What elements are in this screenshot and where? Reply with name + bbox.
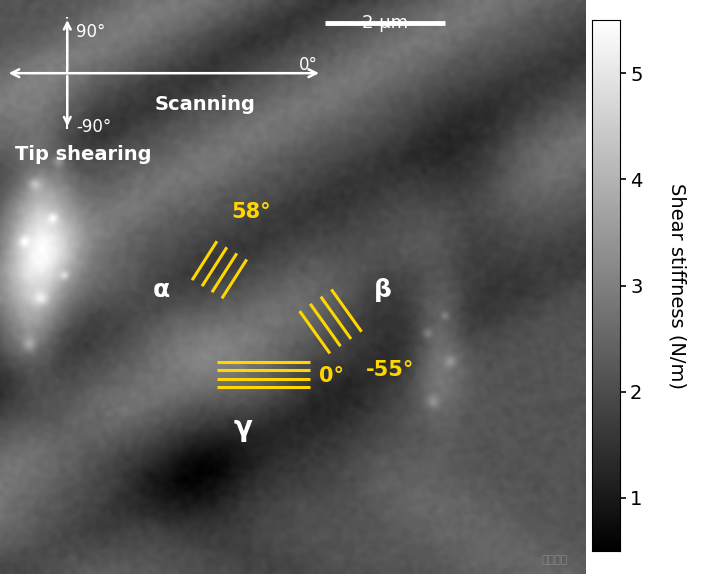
Text: 2 μm: 2 μm bbox=[362, 14, 408, 32]
Text: -90°: -90° bbox=[76, 118, 111, 135]
Text: 科研小喵: 科研小喵 bbox=[541, 556, 568, 565]
Y-axis label: Shear stiffness (N/m): Shear stiffness (N/m) bbox=[668, 183, 686, 389]
Text: β: β bbox=[374, 278, 392, 302]
Text: 0°: 0° bbox=[299, 56, 317, 74]
Text: -55°: -55° bbox=[365, 360, 414, 380]
Text: 90°: 90° bbox=[76, 23, 106, 41]
Text: 0°: 0° bbox=[319, 366, 344, 386]
Text: Scanning: Scanning bbox=[154, 95, 255, 114]
Text: Tip shearing: Tip shearing bbox=[14, 145, 151, 165]
Text: γ: γ bbox=[233, 414, 252, 441]
Text: 58°: 58° bbox=[231, 203, 271, 222]
Text: α: α bbox=[152, 278, 169, 302]
